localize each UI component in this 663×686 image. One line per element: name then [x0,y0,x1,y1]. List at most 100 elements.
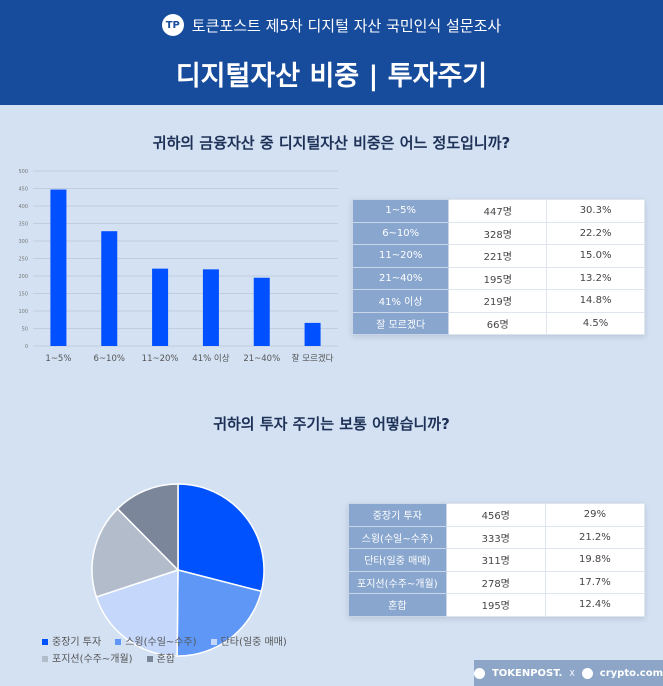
table-cycle: 중장기 투자 456명 29% 스윙(수일~수주) 333명 21.2% 단타(일중 매매)… [348,503,646,617]
legend-label: 포지션(수주~개월) [52,654,133,665]
count-cell: 219명 [448,289,548,313]
table-row: 포지션(수주~개월) 278명 17.7% [348,570,646,594]
count-cell: 195명 [445,593,546,617]
tokenpost-icon [474,667,485,679]
row-label: 11~20% [351,244,450,268]
y-tick-label: 250 [18,257,28,263]
x-tick-label: 6~10% [94,354,125,364]
legend-item: 중장기 투자 [42,637,101,648]
table-row: 21~40% 195명 13.2% [351,266,645,290]
count-cell: 195명 [448,266,548,290]
pie-slice [95,568,179,657]
legend-item: 단타(일중 매매) [210,637,287,648]
supertitle: 토큰포스트 제5차 디지털 자산 국민인식 설문조사 [191,16,502,35]
count-cell: 333명 [445,525,546,549]
count-cell: 447명 [448,199,548,223]
y-tick-label: 400 [18,204,28,210]
brand-tokenpost: TOKENPOST. [491,667,563,679]
legend-label: 혼합 [156,654,175,665]
percent-cell: 17.7% [544,570,646,594]
bar [253,277,270,346]
supertitle-row: TP 토큰포스트 제5차 디지털 자산 국민인식 설문조사 [0,14,663,36]
legend-swatch-icon [42,656,48,662]
count-cell: 66명 [448,311,548,335]
legend-swatch-icon [210,639,217,645]
percent-cell: 21.2% [544,525,646,549]
question-1: 귀하의 금융자산 중 디지털자산 비중은 어느 정도입니까? [152,134,511,152]
x-tick-label: 41% 이상 [192,353,229,364]
count-cell: 328명 [448,221,548,245]
row-label: 1~5% [351,199,450,223]
row-label: 스윙(수일~수주) [348,525,447,549]
percent-cell: 14.8% [546,289,645,313]
table-row: 스윙(수일~수주) 333명 21.2% [348,525,646,549]
table-row: 41% 이상 219명 14.8% [351,289,645,313]
legend-item: 혼합 [146,654,175,665]
pie-slice [91,507,180,598]
y-tick-label: 300 [18,239,28,245]
footer-brands: TOKENPOST. X crypto.com [474,660,663,686]
y-tick-label: 150 [18,292,28,298]
percent-cell: 22.2% [546,221,645,245]
row-label: 단타(일중 매매) [348,548,447,572]
percent-cell: 19.8% [544,548,646,572]
bar [50,189,67,346]
pie-slice [176,569,263,657]
y-tick-label: 100 [18,309,28,315]
bar [152,268,169,346]
table-row: 잘 모르겠다 66명 4.5% [351,311,645,335]
x-tick-label: 잘 모르겠다 [292,353,334,364]
row-label: 6~10% [351,221,450,245]
header: TP 토큰포스트 제5차 디지털 자산 국민인식 설문조사 디지털자산 비중 | … [0,0,663,105]
bar [101,231,118,346]
percent-cell: 13.2% [546,266,645,290]
bar [202,269,219,346]
legend-swatch-icon [42,639,48,645]
row-label: 중장기 투자 [348,503,447,527]
pie-legend: 중장기 투자 스윙(수일~수주) 단타(일중 매매) 포지션(수주~개월) 혼합 [42,634,322,668]
y-tick-label: 350 [18,222,28,228]
legend-label: 단타(일중 매매) [220,637,287,648]
x-tick-label: 1~5% [45,354,71,364]
legend-swatch-icon [115,639,122,645]
y-tick-label: 450 [18,187,28,193]
y-tick-label: 200 [18,274,28,280]
percent-cell: 12.4% [544,593,646,617]
x-tick-label: 21~40% [243,354,280,364]
table-row: 11~20% 221명 15.0% [351,244,645,268]
table-weight: 1~5% 447명 30.3% 6~10% 328명 22.2% 11~20% 221명 15.… [351,199,645,335]
table-row: 단타(일중 매매) 311명 19.8% [348,548,646,572]
legend-item: 스윙(수일~수주) [115,637,197,648]
count-cell: 278명 [445,570,546,594]
question-2: 귀하의 투자 주기는 보통 어떻습니까? [213,415,450,433]
table-row: 혼합 195명 12.4% [348,593,646,617]
pie-slice [177,483,265,593]
row-label: 혼합 [348,593,447,617]
legend-swatch-icon [146,656,153,662]
y-tick-label: 50 [22,327,28,333]
table-row: 중장기 투자 456명 29% [348,503,646,527]
bar [304,322,321,346]
percent-cell: 4.5% [546,311,645,335]
count-cell: 456명 [445,503,546,527]
row-label: 포지션(수주~개월) [348,570,447,594]
legend-item: 포지션(수주~개월) [42,654,133,665]
count-cell: 311명 [445,548,546,572]
legend-label: 중장기 투자 [52,637,102,648]
tokenpost-logo-icon: TP [161,14,184,36]
count-cell: 221명 [448,244,548,268]
x-tick-label: 11~20% [142,354,179,364]
percent-cell: 29% [544,503,646,527]
crypto-com-icon [581,667,593,679]
table-row: 1~5% 447명 30.3% [351,199,645,223]
page-title: 디지털자산 비중 | 투자주기 [175,61,488,92]
row-label: 21~40% [351,266,450,290]
legend-label: 스윙(수일~수주) [125,637,197,648]
table-row: 6~10% 328명 22.2% [351,221,645,245]
pie-slice [116,483,179,572]
percent-cell: 15.0% [546,244,645,268]
row-label: 41% 이상 [351,289,450,313]
y-tick-label: 0 [25,344,28,350]
percent-cell: 30.3% [546,199,645,223]
